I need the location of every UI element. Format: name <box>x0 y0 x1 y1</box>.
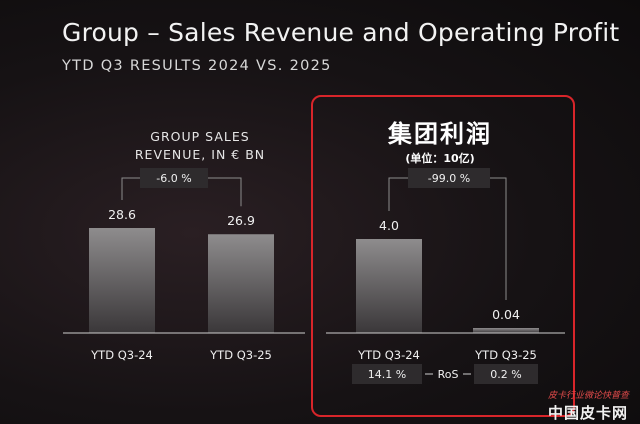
profit-value-label-2: 0.04 <box>492 307 520 322</box>
profit-change-box <box>408 168 490 188</box>
sales-chart-title-line-2: REVENUE, IN € BN <box>134 147 266 162</box>
profit-chart: 4.0 YTD Q3-24 0.04 YTD Q3-25 -99.0 % 14.1 % 0.… <box>326 168 565 384</box>
sales-value-label-1: 28.6 <box>108 207 136 222</box>
profit-category-label-1: YTD Q3-24 <box>357 348 420 362</box>
profit-ros-box-1 <box>352 364 422 384</box>
sales-change-box <box>140 168 208 188</box>
profit-change-bracket <box>388 177 507 300</box>
sales-chart: 28.6 YTD Q3-24 26.9 YTD Q3-25 -6.0 % <box>63 168 305 362</box>
profit-ros-box-2 <box>474 364 538 384</box>
page-subtitle: YTD Q3 RESULTS 2024 VS. 2025 <box>62 58 332 74</box>
sales-category-label-1: YTD Q3-24 <box>90 348 153 362</box>
watermark-logo-text: 中国皮卡网 <box>548 404 629 422</box>
profit-overlay-title: 集团利润 <box>388 120 492 148</box>
profit-category-label-2: YTD Q3-25 <box>474 348 537 362</box>
profit-bar-1 <box>356 239 422 333</box>
sales-chart-title: GROUP SALES REVENUE, IN € BN <box>90 128 310 164</box>
profit-highlight-frame <box>311 95 575 417</box>
sales-bar-1 <box>89 228 155 333</box>
sales-change-bracket <box>121 177 242 207</box>
profit-ros-value-2: 0.2 % <box>490 368 521 381</box>
sales-category-label-2: YTD Q3-25 <box>209 348 272 362</box>
sales-chart-title-line-1: GROUP SALES <box>150 129 250 144</box>
profit-ros-label: RoS <box>438 368 459 381</box>
profit-overlay-unit: (单位：10亿) <box>405 152 475 165</box>
profit-change-label: -99.0 % <box>428 172 470 185</box>
watermark-tagline: 皮卡行业微论快普查 <box>548 391 630 401</box>
profit-bar-2 <box>473 328 539 333</box>
page-title: Group – Sales Revenue and Operating Prof… <box>62 18 620 47</box>
sales-change-label: -6.0 % <box>156 172 191 185</box>
profit-value-label-1: 4.0 <box>379 218 399 233</box>
sales-value-label-2: 26.9 <box>227 213 255 228</box>
profit-ros-value-1: 14.1 % <box>368 368 406 381</box>
sales-bar-2 <box>208 234 274 333</box>
